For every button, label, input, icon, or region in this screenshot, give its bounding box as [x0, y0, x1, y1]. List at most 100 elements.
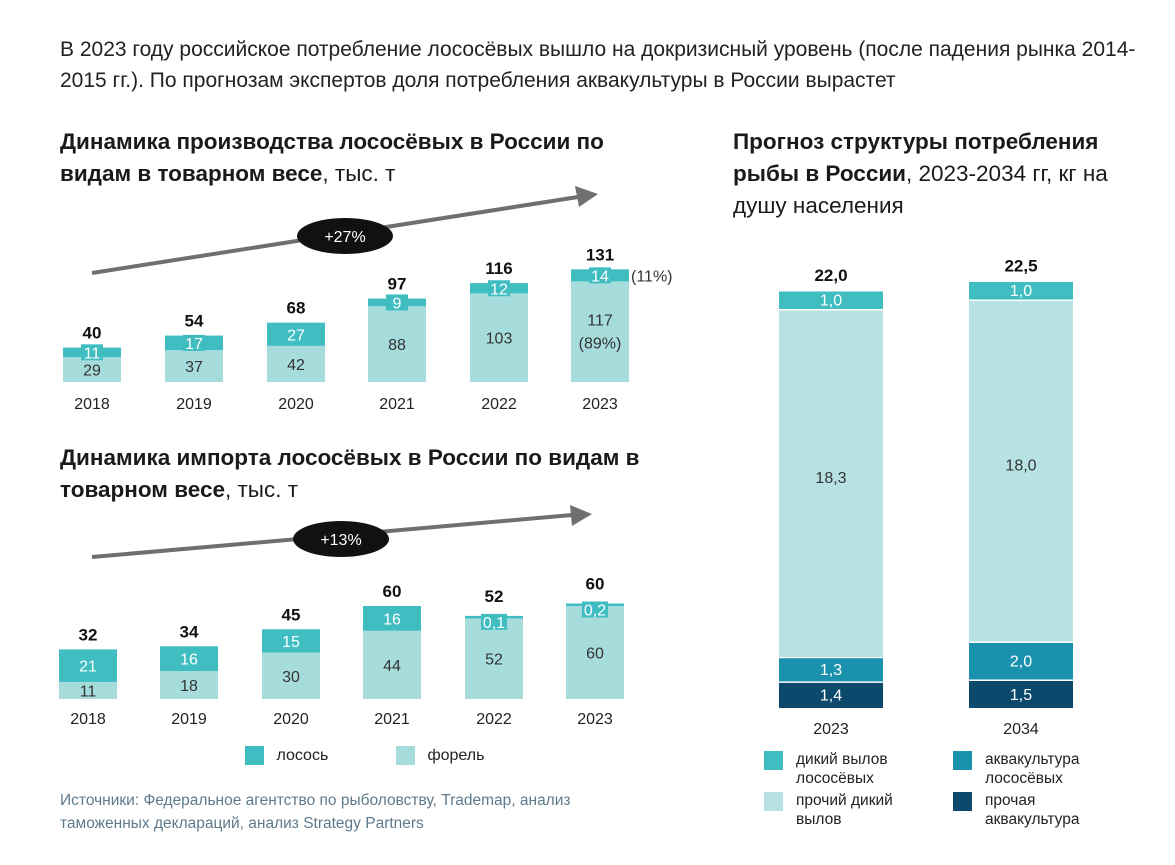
- production-xtick-2020: 2020: [278, 396, 314, 413]
- forecast-label-aqua-salmon-2034: 2,0: [1010, 654, 1032, 671]
- forecast-bar-wild-salmon-2034: [969, 280, 1073, 300]
- production-label-trout-2021: 88: [388, 337, 406, 354]
- import-total-2018: 32: [79, 625, 98, 644]
- forecast-bar-wild-salmon-2023: [779, 290, 883, 309]
- production-total-2023: 131: [586, 245, 614, 264]
- import-bar-salmon-2018: [59, 649, 117, 682]
- legend-wild-salmon-swatch: [764, 751, 783, 770]
- import-bar-trout-2022: [465, 618, 523, 699]
- import-bar-trout-2019: [160, 671, 218, 699]
- import-label-salmon-2018: 21: [79, 659, 97, 676]
- production-bar-trout-2020: [267, 345, 325, 382]
- production-label-bg-salmon-2020: [285, 326, 307, 343]
- production-label-salmon-2023: 14: [591, 268, 609, 285]
- production-title-unit: , тыс. т: [322, 161, 396, 186]
- import-xtick-2022: 2022: [476, 711, 512, 728]
- import-bar-trout-2018: [59, 681, 117, 699]
- legend-wild-salmon-label: дикий вылов лососёвых: [796, 751, 888, 787]
- import-label-trout-2020: 30: [282, 669, 300, 686]
- forecast-bar-divider-wild-salmon-2023: [779, 290, 883, 292]
- import-label-bg-salmon-2023: [582, 601, 608, 618]
- import-total-2023: 60: [586, 575, 605, 594]
- forecast-label-aqua-salmon-2023: 1,3: [820, 662, 842, 679]
- production-total-2021: 97: [388, 275, 407, 294]
- production-bar-trout-2019: [165, 350, 223, 382]
- production-trend-arrowhead: [575, 186, 598, 207]
- import-label-trout-2022: 52: [485, 652, 503, 669]
- production-xtick-2021: 2021: [379, 396, 415, 413]
- production-label-trout-2020: 42: [287, 357, 305, 374]
- headline: В 2023 году российское потребление лосос…: [60, 38, 1136, 92]
- forecast-bar-divider-wild-salmon-2034: [969, 280, 1073, 282]
- forecast-bar-divider-other-aqua-2023: [779, 681, 883, 683]
- import-bar-trout-2021: [363, 630, 421, 699]
- production-growth-badge: [297, 218, 393, 254]
- production-growth-label: +27%: [324, 229, 365, 246]
- import-growth-label: +13%: [320, 532, 361, 549]
- forecast-bar-divider-other-wild-2023: [779, 309, 883, 311]
- forecast-title-text: Прогноз структуры потребления рыбы в Рос…: [733, 129, 1099, 186]
- forecast-label-other-aqua-2034: 1,5: [1010, 687, 1032, 704]
- production-xtick-2023: 2023: [582, 396, 618, 413]
- forecast-chart: 1,4 1,3 18,3 1,0 22,0 2023 1,5 2,0 18,0 1,0 22,5 20…: [779, 257, 1073, 738]
- import-xtick-2021: 2021: [374, 711, 410, 728]
- forecast-xtick-2034: 2034: [1003, 721, 1039, 738]
- import-total-2022: 52: [485, 587, 504, 606]
- production-label-trout-2019: 37: [185, 359, 203, 376]
- import-label-salmon-2020: 15: [282, 634, 300, 651]
- production-label-salmon-2022: 12: [490, 281, 508, 298]
- production-label-bg-salmon-2022: [488, 280, 510, 297]
- forecast-bar-divider-other-aqua-2034: [969, 679, 1073, 681]
- import-bar-trout-2023: [566, 606, 624, 699]
- import-total-2020: 45: [282, 605, 301, 624]
- import-label-salmon-2022: 0,1: [483, 615, 505, 632]
- import-xtick-2020: 2020: [273, 711, 309, 728]
- production-bar-trout-2023: [571, 281, 629, 382]
- production-total-2019: 54: [185, 312, 204, 331]
- production-bar-trout-2018: [63, 357, 121, 382]
- import-title-text: Динамика импорта лососёвых в России по в…: [60, 445, 640, 502]
- import-bar-salmon-2021: [363, 606, 421, 631]
- production-total-2020: 68: [287, 299, 306, 318]
- forecast-label-other-wild-2034: 18,0: [1005, 458, 1036, 475]
- forecast-bar-other-wild-2034: [969, 299, 1073, 642]
- legend-salmon-label: лосось: [276, 746, 329, 764]
- import-xtick-2023: 2023: [577, 711, 613, 728]
- import-xtick-2019: 2019: [171, 711, 207, 728]
- production-label-bg-salmon-2018: [81, 344, 103, 361]
- import-chart: +13% 11 21 32 2018 18 16 34 2019 30 15 45 2020 44 16 60…: [59, 505, 624, 728]
- production-bar-trout-2022: [470, 293, 528, 382]
- import-label-trout-2021: 44: [383, 658, 401, 675]
- legend-trout-label: форель: [427, 746, 485, 764]
- production-chart-title: Динамика производства лососёвых в России…: [60, 126, 660, 190]
- forecast-label-wild-salmon-2023: 1,0: [820, 293, 842, 310]
- legend-other-aqua-label: прочая аквакультура: [985, 792, 1080, 828]
- import-growth-badge: [293, 521, 389, 557]
- legend-trout: форель: [396, 746, 484, 765]
- forecast-label-other-wild-2023: 18,3: [815, 470, 846, 487]
- forecast-bar-divider-aqua-salmon-2034: [969, 641, 1073, 643]
- sources-note: Источники: Федеральное агентство по рыбо…: [60, 792, 571, 832]
- production-bar-trout-2021: [368, 306, 426, 382]
- production-label-trout-2023: 117: [587, 313, 613, 330]
- production-total-2018: 40: [83, 324, 102, 343]
- forecast-bar-other-wild-2023: [779, 309, 883, 657]
- production-xtick-2018: 2018: [74, 396, 110, 413]
- import-trend-arrowhead: [570, 505, 592, 526]
- forecast-xtick-2023: 2023: [813, 721, 849, 738]
- legend-other-wild-swatch: [764, 792, 783, 811]
- forecast-total-2023: 22,0: [814, 266, 847, 285]
- import-label-trout-2023: 60: [586, 646, 604, 663]
- production-share-salmon-2023: (11%): [631, 268, 673, 285]
- legend-aqua-salmon-swatch: [953, 751, 972, 770]
- import-total-2021: 60: [383, 582, 402, 601]
- import-label-salmon-2019: 16: [180, 652, 198, 669]
- legend-aqua-salmon-label: аквакультура лососёвых: [985, 751, 1080, 787]
- production-label-bg-salmon-2023: [589, 267, 611, 284]
- production-label-salmon-2020: 27: [287, 327, 305, 344]
- import-bar-salmon-2019: [160, 646, 218, 672]
- forecast-bar-divider-aqua-salmon-2023: [779, 656, 883, 659]
- legend-trout-swatch: [396, 746, 415, 765]
- production-label-bg-salmon-2019: [183, 334, 205, 351]
